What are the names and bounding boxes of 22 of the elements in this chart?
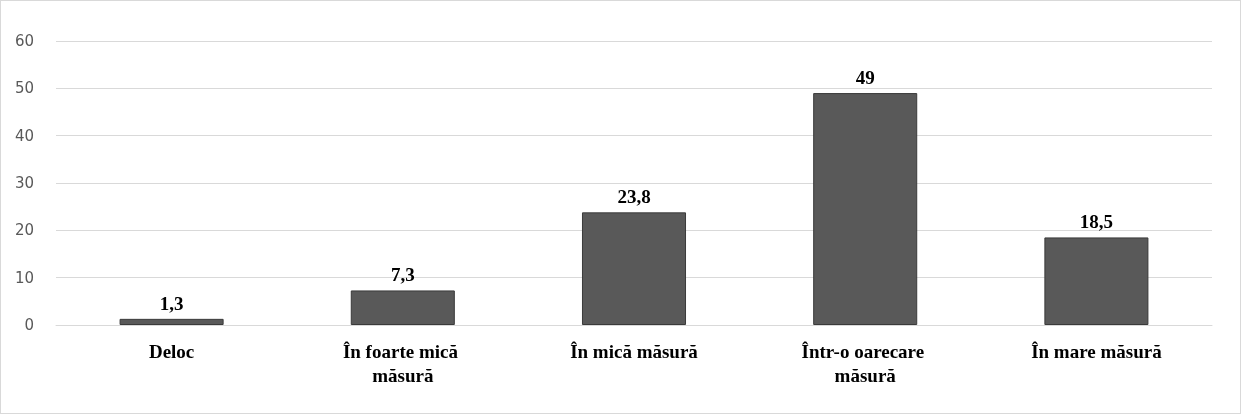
data-label: 7,3 xyxy=(390,264,415,286)
y-tick-label: 40 xyxy=(14,126,34,145)
x-tick-label: Deloc xyxy=(148,340,195,362)
y-tick-label: 20 xyxy=(14,221,34,240)
bar xyxy=(813,93,918,325)
bar xyxy=(581,212,687,325)
data-label: 49 xyxy=(855,67,875,89)
bar xyxy=(119,318,224,325)
y-tick-label: 50 xyxy=(14,79,34,98)
y-tick-label: 30 xyxy=(14,174,34,192)
x-tick-label: În mică măsură xyxy=(570,340,699,362)
x-tick-label: În mare măsură xyxy=(1031,340,1163,362)
y-tick-label: 10 xyxy=(14,268,34,287)
x-tick-label: Într-o oarecare măsură xyxy=(801,340,929,386)
y-tick-label: 60 xyxy=(14,32,34,50)
bar xyxy=(350,290,455,325)
x-tick-label: În foarte mică măsură xyxy=(342,340,463,386)
data-label: 23,8 xyxy=(617,186,651,208)
bar xyxy=(1044,237,1149,325)
data-label: 18,5 xyxy=(1079,211,1114,233)
y-tick-label: 0 xyxy=(24,316,34,334)
data-label: 1,3 xyxy=(159,292,184,314)
